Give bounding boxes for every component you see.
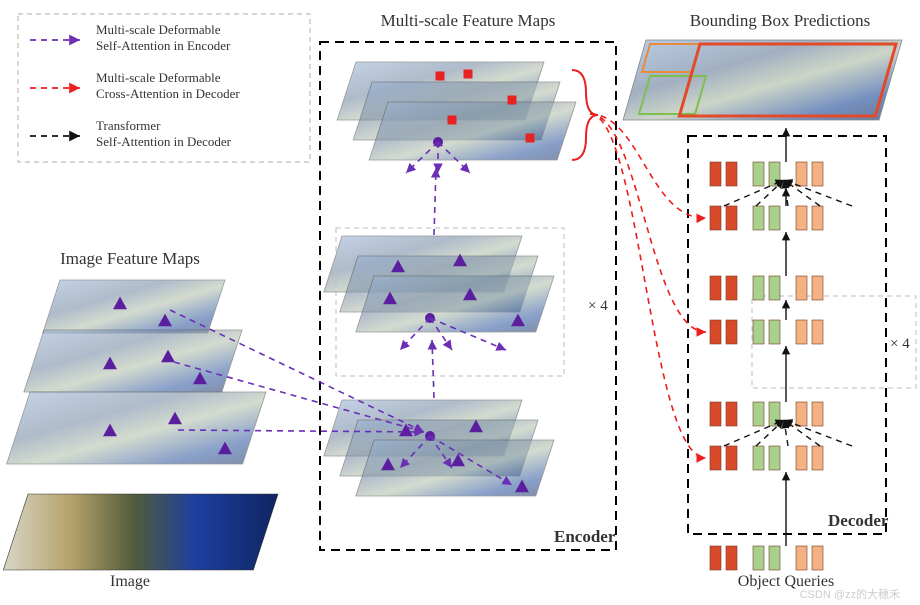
decoder-token — [812, 162, 823, 186]
image-caption: Image — [110, 573, 150, 590]
decoder-token — [726, 206, 737, 230]
decoder-token — [726, 320, 737, 344]
decoder-token — [710, 446, 721, 470]
decoder-token — [812, 276, 823, 300]
bbox-title: Bounding Box Predictions — [690, 11, 870, 30]
decoder-token — [753, 162, 764, 186]
decoder-token — [796, 546, 807, 570]
legend-text: Self-Attention in Encoder — [96, 38, 231, 53]
watermark: CSDN @zz的大穗禾 — [800, 587, 900, 601]
decoder-token — [726, 546, 737, 570]
decoder-x4-label: × 4 — [890, 336, 910, 352]
decoder-token — [710, 402, 721, 426]
decoder-token — [753, 206, 764, 230]
object-queries-label: Object Queries — [738, 573, 834, 590]
legend-text: Multi-scale Deformable — [96, 70, 221, 85]
image-feature-maps-title: Image Feature Maps — [60, 249, 200, 268]
decoder-token — [710, 276, 721, 300]
decoder-token — [812, 320, 823, 344]
decoder-label: Decoder — [828, 511, 889, 530]
decoder-token — [753, 546, 764, 570]
decoder-token — [796, 320, 807, 344]
decoder-token — [753, 276, 764, 300]
decoder-token — [769, 320, 780, 344]
decoder-token — [753, 446, 764, 470]
decoder-token — [812, 206, 823, 230]
legend-text: Multi-scale Deformable — [96, 22, 221, 37]
decoder-token — [710, 206, 721, 230]
decoder-token — [769, 276, 780, 300]
purple-arrow — [434, 168, 436, 235]
encoder-label: Encoder — [554, 527, 616, 546]
decoder-token — [769, 446, 780, 470]
legend-text: Transformer — [96, 118, 161, 133]
decoder-token — [710, 162, 721, 186]
decoder-token — [796, 206, 807, 230]
image-feature-map — [24, 330, 242, 392]
decoder-token — [753, 402, 764, 426]
decoder-token — [812, 546, 823, 570]
decoder-token — [726, 446, 737, 470]
decoder-token — [796, 402, 807, 426]
decoder-token — [769, 546, 780, 570]
decoder-token — [710, 546, 721, 570]
encoder-x4-label: × 4 — [588, 298, 608, 314]
decoder-token — [753, 320, 764, 344]
decoder-token — [796, 162, 807, 186]
decoder-token — [812, 446, 823, 470]
legend-text: Cross-Attention in Decoder — [96, 86, 240, 101]
decoder-token — [796, 276, 807, 300]
decoder-token — [796, 446, 807, 470]
decoder-token — [769, 206, 780, 230]
decoder-token — [726, 276, 737, 300]
purple-arrow — [432, 340, 434, 398]
decoder-token — [726, 402, 737, 426]
black-dashed-arrow — [784, 420, 788, 446]
decoder-token — [726, 162, 737, 186]
image-feature-map — [43, 280, 225, 333]
legend-text: Self-Attention in Decoder — [96, 134, 232, 149]
encoder-title: Multi-scale Feature Maps — [381, 11, 556, 30]
decoder-token — [812, 402, 823, 426]
decoder-token — [710, 320, 721, 344]
